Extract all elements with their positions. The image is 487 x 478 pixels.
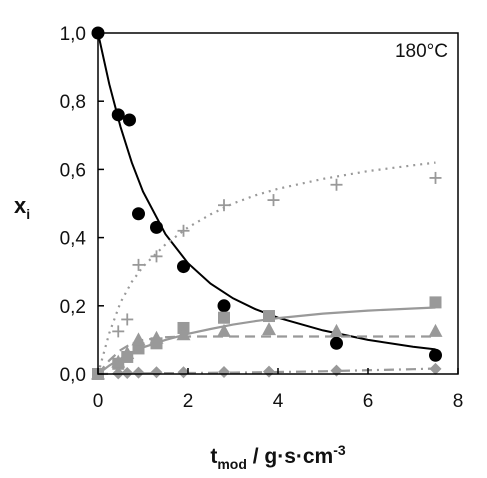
triangle-marker xyxy=(217,323,231,337)
y-tick-label: 0,0 xyxy=(60,365,86,386)
circle-marker xyxy=(177,260,190,274)
diamond-marker xyxy=(177,366,190,379)
diamond-marker xyxy=(150,366,163,379)
plus-marker xyxy=(267,194,280,207)
plus-marker xyxy=(218,199,230,212)
y-axis-title: xi xyxy=(14,193,30,222)
data-markers xyxy=(91,26,443,380)
circle-marker xyxy=(217,299,231,313)
diamond-marker xyxy=(121,366,134,379)
x-axis-title-main: t xyxy=(210,445,217,468)
plus-marker xyxy=(132,258,145,271)
x-axis-title-sup: -3 xyxy=(333,442,346,458)
x-tick-label: 0 xyxy=(93,391,104,412)
plus-marker xyxy=(429,171,442,184)
diamond-marker xyxy=(263,365,275,378)
diamond-marker xyxy=(132,366,145,379)
square-marker xyxy=(132,342,145,355)
circle-marker xyxy=(330,336,343,350)
x-tick-label: 2 xyxy=(183,391,194,412)
triangle-marker xyxy=(149,330,164,344)
y-axis-title-main: x xyxy=(14,193,27,218)
triangle-marker xyxy=(111,354,126,368)
square-marker xyxy=(263,310,275,323)
x-axis-title: tmod / g·s·cm-3 xyxy=(210,442,346,472)
diamond-marker xyxy=(330,364,343,377)
x-tick-label: 4 xyxy=(273,391,284,412)
triangle-marker xyxy=(120,346,135,360)
circle-marker xyxy=(429,348,442,362)
fit-curves xyxy=(96,32,436,376)
plus-marker xyxy=(150,250,163,263)
diamond-marker xyxy=(429,362,442,375)
x-axis-title-rest: / g·s·cm xyxy=(247,445,333,468)
triangle-marker xyxy=(262,322,276,336)
circle-marker xyxy=(123,113,136,127)
y-tick-label: 0,2 xyxy=(60,297,86,318)
x-tick-label: 6 xyxy=(363,391,374,412)
circle-marker xyxy=(132,207,145,221)
diamond-marker xyxy=(218,365,230,378)
y-tick-label: 0,6 xyxy=(60,160,86,181)
triangle-marker xyxy=(329,323,344,337)
x-tick-label: 8 xyxy=(453,391,464,412)
plus-marker xyxy=(330,178,343,191)
plot-frame xyxy=(97,32,459,375)
plus-marker xyxy=(121,313,134,326)
circle-marker xyxy=(150,220,163,234)
square-marker xyxy=(218,311,230,324)
triangle-marker xyxy=(428,323,443,337)
tick-labels: 0 2 4 6 8 0,0 0,2 0,4 0,6 0,8 1,0 xyxy=(60,24,464,412)
circle-marker xyxy=(111,108,125,122)
triangle-marker xyxy=(131,332,146,346)
circle-fit-curve xyxy=(97,32,436,351)
y-tick-label: 0,8 xyxy=(60,92,86,113)
x-axis-title-sub: mod xyxy=(217,456,247,472)
tick-marks xyxy=(97,32,459,375)
plus-fit-curve xyxy=(96,161,436,375)
square-marker xyxy=(429,296,442,309)
plus-marker xyxy=(112,325,125,338)
triangle-marker xyxy=(176,327,191,341)
temperature-annotation: 180°C xyxy=(395,41,448,62)
y-tick-label: 1,0 xyxy=(60,24,86,45)
y-axis-title-sub: i xyxy=(26,206,30,222)
y-tick-label: 0,4 xyxy=(60,229,87,250)
plus-marker xyxy=(177,224,190,237)
